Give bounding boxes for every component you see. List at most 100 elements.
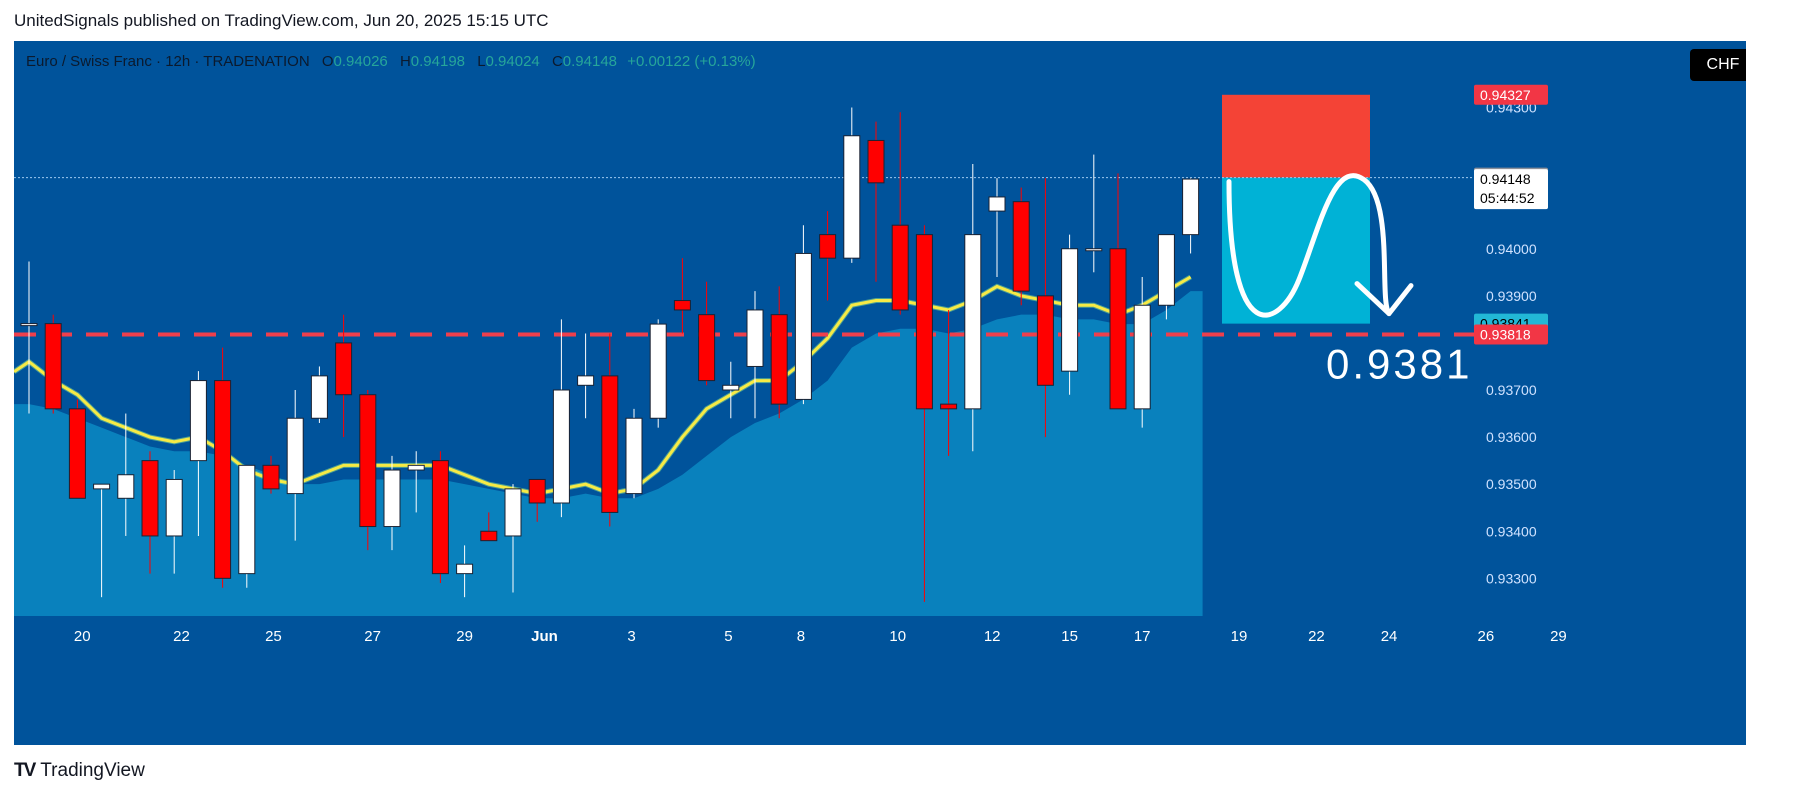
candle[interactable] xyxy=(238,464,256,588)
candle[interactable] xyxy=(407,451,425,513)
candle[interactable] xyxy=(504,484,522,593)
price-tag-label: 0.94148 xyxy=(1480,171,1531,187)
candle[interactable] xyxy=(1133,277,1151,428)
chart-frame[interactable]: 0.9381 0.94300 0.94000 0.93900 0.93700 0.9360… xyxy=(14,41,1746,745)
currency-button[interactable]: CHF xyxy=(1690,49,1746,81)
candle[interactable] xyxy=(722,361,740,419)
stop-loss-zone[interactable] xyxy=(1222,94,1370,178)
candle[interactable] xyxy=(528,478,546,522)
candle[interactable] xyxy=(843,107,861,263)
candle[interactable] xyxy=(891,112,909,315)
candle-body xyxy=(335,342,353,396)
open-value: 0.94026 xyxy=(333,53,388,70)
candle-body xyxy=(238,464,256,575)
candle[interactable] xyxy=(20,261,38,414)
candle[interactable] xyxy=(310,366,328,423)
candle-body xyxy=(867,139,885,184)
candle[interactable] xyxy=(480,512,498,542)
candle[interactable] xyxy=(1109,173,1127,410)
candle-body xyxy=(20,323,38,327)
candle[interactable] xyxy=(383,455,401,551)
candle-body xyxy=(141,460,159,537)
price-chart[interactable]: 0.93810.943000.940000.939000.937000.9360… xyxy=(14,41,1746,745)
candle-body xyxy=(165,478,183,537)
candle[interactable] xyxy=(915,225,933,602)
x-tick-label: 29 xyxy=(456,628,473,645)
candle-body xyxy=(552,389,570,504)
footer-brand[interactable]: TV TradingView xyxy=(14,760,145,782)
candle[interactable] xyxy=(770,286,788,419)
x-tick-label: 17 xyxy=(1134,628,1151,645)
candle[interactable] xyxy=(1157,234,1175,320)
candle-body xyxy=(843,135,861,259)
drawn-wave-path[interactable] xyxy=(1226,173,1392,318)
candle[interactable] xyxy=(649,319,667,428)
candle-body xyxy=(625,417,643,495)
x-tick-label: 26 xyxy=(1477,628,1494,645)
candle[interactable] xyxy=(794,225,812,405)
candle-body xyxy=(286,417,304,495)
candle-body xyxy=(214,380,232,579)
x-tick-label: Jun xyxy=(531,628,558,645)
candle[interactable] xyxy=(601,333,619,527)
candle-body xyxy=(577,375,595,386)
candle[interactable] xyxy=(93,483,111,598)
candle-body xyxy=(891,224,909,311)
candle[interactable] xyxy=(746,291,764,419)
candle-body xyxy=(44,323,62,410)
candle[interactable] xyxy=(44,314,62,414)
candle[interactable] xyxy=(625,408,643,499)
candle-body xyxy=(770,314,788,405)
candle[interactable] xyxy=(214,347,232,588)
candle[interactable] xyxy=(819,211,837,301)
x-tick-label: 27 xyxy=(364,628,381,645)
candle[interactable] xyxy=(117,413,135,536)
x-tick-label: 15 xyxy=(1061,628,1078,645)
y-tick-label: 0.93500 xyxy=(1486,476,1537,492)
candle[interactable] xyxy=(673,258,691,334)
price-tag-label: 0.93818 xyxy=(1480,326,1531,342)
price-tag xyxy=(1474,169,1548,210)
x-tick-label: 20 xyxy=(74,628,91,645)
y-tick-label: 0.93400 xyxy=(1486,523,1537,539)
candle[interactable] xyxy=(1036,178,1054,438)
candle-body xyxy=(407,464,425,471)
candle[interactable] xyxy=(1061,234,1079,395)
candle[interactable] xyxy=(1012,187,1030,306)
symbol-header: Euro / Swiss Franc · 12h · TRADENATION O… xyxy=(26,53,756,70)
candle[interactable] xyxy=(1085,154,1103,273)
candle[interactable] xyxy=(262,455,280,494)
candle[interactable] xyxy=(552,319,570,518)
candle[interactable] xyxy=(165,470,183,574)
candle-body xyxy=(1133,304,1151,410)
candle[interactable] xyxy=(988,178,1006,277)
candle-body xyxy=(431,460,449,575)
countdown-label: 05:44:52 xyxy=(1480,190,1535,206)
candle[interactable] xyxy=(456,545,474,598)
candle-body xyxy=(189,380,207,462)
x-tick-label: 25 xyxy=(265,628,282,645)
x-tick-label: 3 xyxy=(627,628,635,645)
candle[interactable] xyxy=(286,390,304,541)
candle-body xyxy=(722,384,740,391)
y-tick-label: 0.93700 xyxy=(1486,382,1537,398)
y-tick-label: 0.94000 xyxy=(1486,241,1537,257)
candle[interactable] xyxy=(431,451,449,584)
candle[interactable] xyxy=(141,451,159,574)
candle-body xyxy=(383,469,401,528)
candle[interactable] xyxy=(68,399,86,499)
candle-body xyxy=(68,408,86,499)
candle[interactable] xyxy=(189,371,207,536)
target-price-label: 0.9381 xyxy=(1326,340,1472,387)
candle[interactable] xyxy=(359,390,377,551)
candle[interactable] xyxy=(1182,178,1200,254)
x-tick-label: 29 xyxy=(1550,628,1567,645)
candle-body xyxy=(1157,234,1175,306)
y-tick-label: 0.93600 xyxy=(1486,429,1537,445)
candle[interactable] xyxy=(940,309,958,456)
candle[interactable] xyxy=(335,314,353,438)
candle[interactable] xyxy=(964,164,982,452)
candle[interactable] xyxy=(577,333,595,419)
candle[interactable] xyxy=(867,121,885,282)
candle[interactable] xyxy=(698,281,716,386)
